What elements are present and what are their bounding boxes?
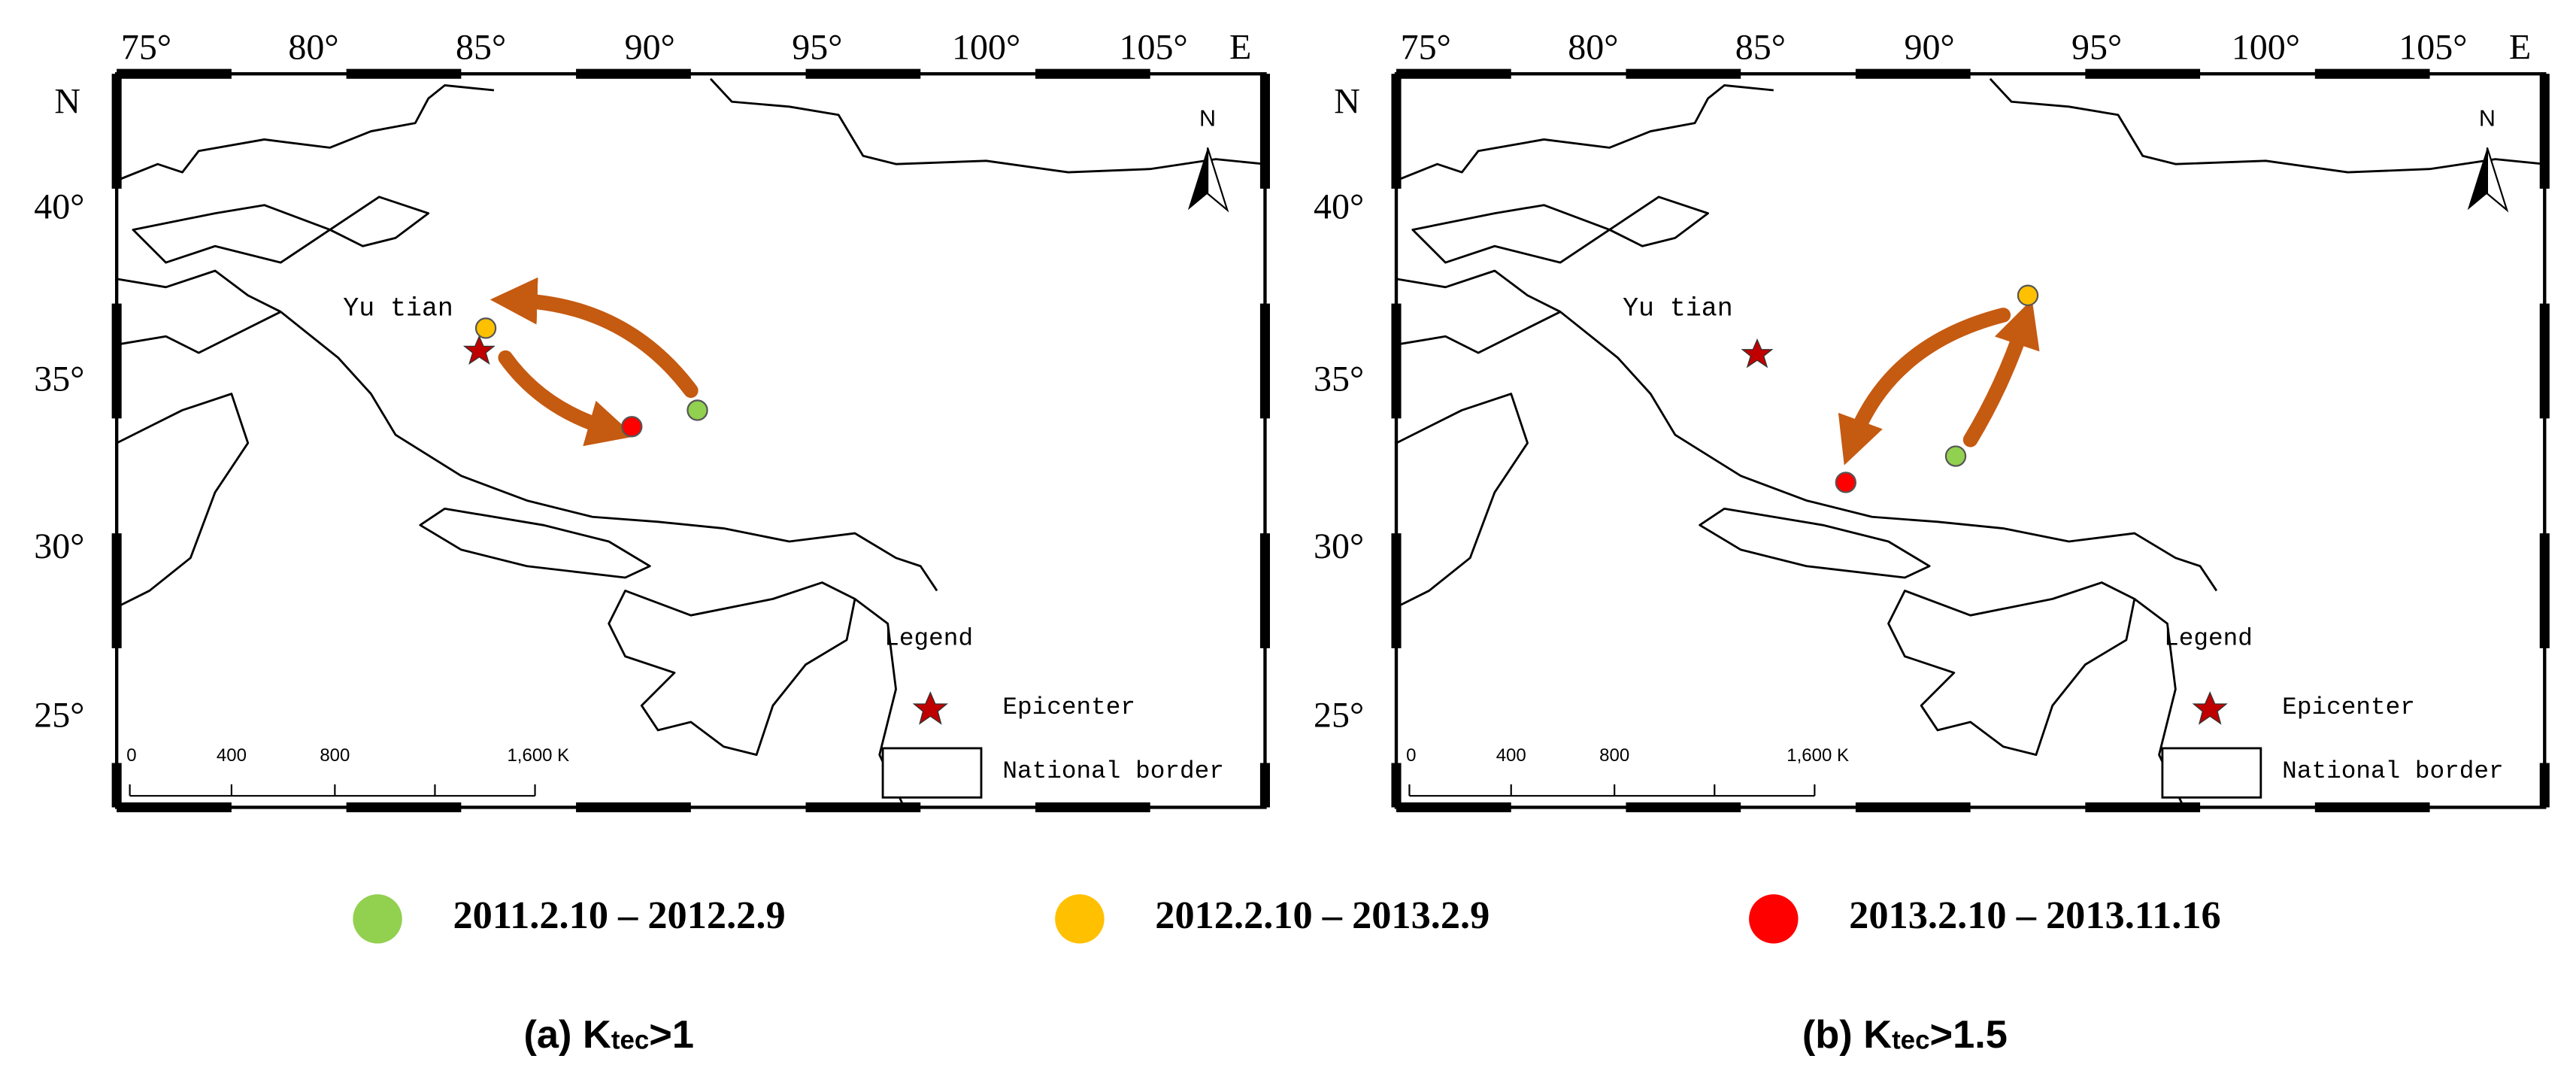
lon-label: 75° xyxy=(1401,28,1451,68)
lon-label: 80° xyxy=(288,28,338,68)
lat-label: 25° xyxy=(1314,696,1364,736)
lon-label: 90° xyxy=(1904,28,1954,68)
period-swatch xyxy=(1055,894,1105,944)
period-label: 2013.2.10 – 2013.11.16 xyxy=(1849,893,2221,937)
lat-label: 40° xyxy=(34,187,84,226)
lat-label: 35° xyxy=(1314,359,1364,399)
east-label: E xyxy=(1229,28,1251,68)
lon-label: 80° xyxy=(1568,28,1618,68)
legend-item: National border xyxy=(1002,757,1224,785)
north-label: N xyxy=(54,82,80,122)
lon-label: 90° xyxy=(625,28,675,68)
lat-label: 35° xyxy=(34,359,84,399)
legend-item: Epicenter xyxy=(2282,693,2415,721)
lat-label: 30° xyxy=(1314,526,1364,566)
lon-label: 75° xyxy=(121,28,171,68)
lat-label: 40° xyxy=(1314,187,1364,226)
scale-label: 400 xyxy=(217,745,247,766)
panel-b: 75° 80° 85° 90° 95° 100° 105° E N 40° 35° 30° 25° Yu … xyxy=(1314,28,2544,808)
caption-text: (a) K xyxy=(523,1013,611,1057)
lat-label: 25° xyxy=(34,696,84,736)
period-legend: 2011.2.10 – 2012.2.9 2012.2.10 – 2013.2.9… xyxy=(353,893,2221,944)
lon-label: 85° xyxy=(456,28,506,68)
period-label: 2011.2.10 – 2012.2.9 xyxy=(453,893,785,937)
scale-label: 800 xyxy=(320,745,350,766)
scale-label: 1,600 K xyxy=(507,745,569,766)
period-swatch xyxy=(1749,894,1799,944)
lon-label: 100° xyxy=(952,28,1020,68)
period-label: 2012.2.10 – 2013.2.9 xyxy=(1155,893,1490,937)
lon-label: 95° xyxy=(792,28,842,68)
caption-subscript: tec xyxy=(611,1026,649,1055)
panel-caption: (b) Ktec>1.5 xyxy=(1802,1013,2008,1057)
legend-item: Epicenter xyxy=(1002,693,1135,721)
lon-label: 100° xyxy=(2232,28,2300,68)
period-swatch xyxy=(353,894,402,944)
scale-label: 1,600 K xyxy=(1787,745,1849,766)
caption-text: >1 xyxy=(649,1013,694,1057)
panel-caption: (a) Ktec>1 xyxy=(523,1013,694,1057)
caption-subscript: tec xyxy=(1892,1026,1929,1055)
legend-title: Legend xyxy=(2164,624,2253,652)
scale-label: 0 xyxy=(126,745,136,766)
legend-title: Legend xyxy=(884,624,973,652)
panel-a: 75° 80° 85° 90° 95° 100° 105° E N 40° 35° 30° 25° Yu … xyxy=(34,28,1265,808)
lon-label: 105° xyxy=(2399,28,2467,68)
place-label: Yu tian xyxy=(1623,294,1733,323)
legend-item: National border xyxy=(2282,757,2504,785)
place-label: Yu tian xyxy=(343,294,453,323)
scale-label: 800 xyxy=(1599,745,1629,766)
north-label: N xyxy=(1334,82,1360,122)
east-label: E xyxy=(2509,28,2531,68)
lon-label: 85° xyxy=(1735,28,1786,68)
caption-text: (b) K xyxy=(1802,1013,1892,1057)
lon-label: 95° xyxy=(2071,28,2122,68)
caption-text: >1.5 xyxy=(1930,1013,2008,1057)
scale-label: 400 xyxy=(1496,745,1526,766)
lat-label: 30° xyxy=(34,526,84,566)
scale-label: 0 xyxy=(1406,745,1416,766)
lon-label: 105° xyxy=(1119,28,1187,68)
